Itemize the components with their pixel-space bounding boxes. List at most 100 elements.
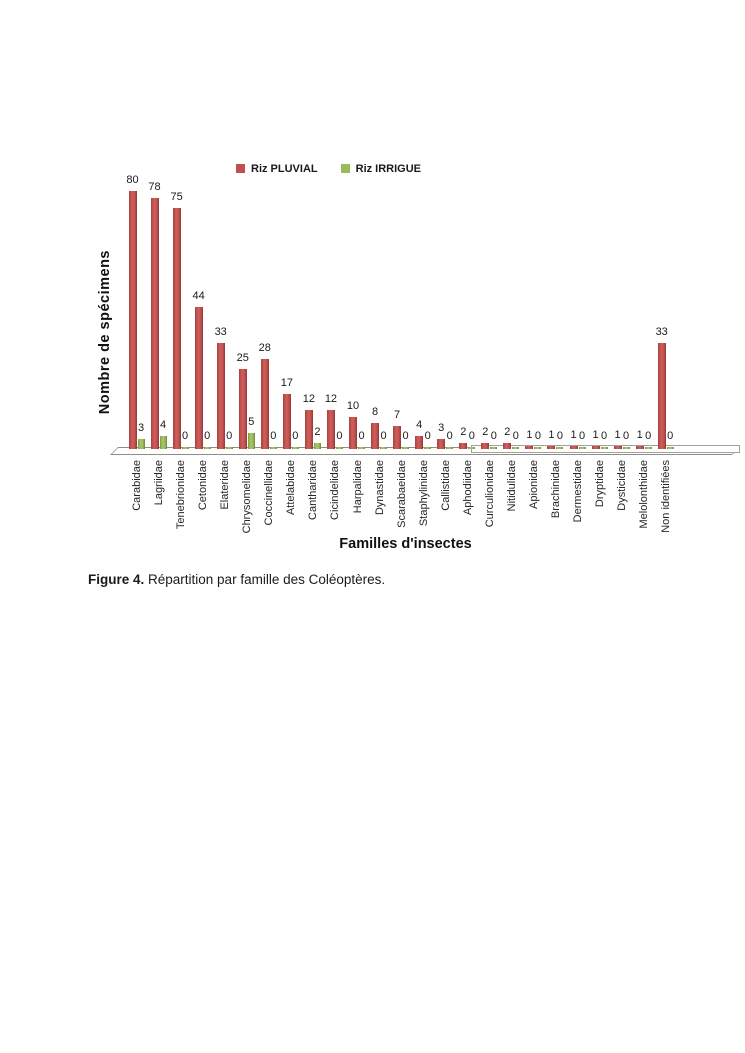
bar-riz-pluvial (657, 342, 666, 449)
value-label-irrigue: 3 (137, 422, 145, 435)
bar-riz-pluvial (525, 445, 534, 449)
value-label-irrigue: 0 (578, 430, 586, 442)
value-label-irrigue: 0 (645, 430, 652, 442)
value-label-irrigue: 0 (623, 430, 630, 442)
value-label-pluvial: 17 (280, 377, 293, 390)
value-label-pluvial: 2 (460, 425, 467, 438)
value-label-irrigue: 0 (446, 430, 453, 442)
value-label-irrigue: 0 (182, 430, 189, 442)
bar-riz-pluvial (304, 410, 313, 449)
bar-riz-pluvial (282, 394, 291, 449)
x-axis-label-text: Cetonidae (197, 460, 210, 511)
value-label-pluvial: 1 (592, 428, 599, 441)
x-axis-label-text: Callistidae (439, 460, 452, 511)
bar-riz-irrigue (468, 447, 476, 449)
x-axis-label-text: Brachinidae (549, 460, 562, 519)
bar-riz-irrigue (335, 447, 343, 449)
figure-caption-text: Répartition par famille des Coléoptères. (144, 572, 386, 587)
value-label-pluvial: 33 (214, 325, 227, 338)
bar-riz-irrigue (247, 432, 255, 449)
bar-riz-pluvial (172, 207, 181, 449)
bar-riz-irrigue (225, 447, 233, 449)
bar-riz-irrigue (446, 447, 454, 449)
value-label-irrigue: 0 (600, 430, 608, 442)
legend-swatch-icon (236, 164, 245, 173)
bar-riz-pluvial (547, 445, 556, 449)
legend-item-irrigue: Riz IRRIGUE (340, 161, 422, 176)
bar-riz-pluvial (635, 445, 644, 449)
value-label-irrigue: 0 (512, 430, 519, 442)
x-axis-label-text: Melolonthidae (638, 460, 651, 529)
value-label-pluvial: 1 (548, 428, 555, 441)
value-label-pluvial: 7 (394, 409, 401, 422)
legend-label: Riz IRRIGUE (355, 162, 422, 175)
x-axis-label-text: Scarabaeidae (395, 460, 408, 528)
x-axis-label-text: Harpalidae (351, 460, 364, 514)
figure-caption: Figure 4. Répartition par famille des Co… (88, 572, 385, 587)
value-label-pluvial: 1 (614, 428, 621, 441)
value-label-pluvial: 80 (126, 174, 139, 187)
bar-riz-pluvial (349, 416, 357, 449)
bar-riz-irrigue (644, 447, 652, 449)
figure-caption-label: Figure 4. (88, 572, 145, 587)
value-label-irrigue: 0 (424, 430, 431, 442)
bar-riz-pluvial (613, 445, 622, 449)
value-label-irrigue: 0 (667, 430, 674, 442)
plot-area: 80 3 78 4 75 0 44 0 33 0 25 5 28 0 17 0 12 2 12 0 10 0 8 0 7 0 4 0 3… (118, 150, 743, 449)
value-label-irrigue: 0 (270, 430, 277, 442)
bar-riz-irrigue (490, 447, 498, 449)
x-axis-label-text: Dryptidae (594, 460, 607, 508)
value-label-pluvial: 1 (570, 428, 577, 441)
value-label-irrigue: 5 (248, 415, 255, 428)
value-label-pluvial: 25 (236, 351, 249, 364)
value-label-irrigue: 0 (490, 430, 497, 442)
chart-legend: Riz PLUVIAL Riz IRRIGUE (236, 161, 421, 176)
bar-riz-pluvial (216, 342, 225, 449)
x-axis-label-text: Staphylinidae (417, 460, 430, 527)
x-axis-label-text: Nitidulidae (505, 460, 518, 512)
x-axis-label-text: Cicindelidae (329, 460, 342, 520)
bar-riz-pluvial (415, 436, 424, 449)
bar-riz-irrigue (578, 447, 586, 449)
legend-item-pluvial: Riz PLUVIAL (236, 161, 318, 176)
value-label-pluvial: 12 (324, 393, 338, 406)
x-axis-label-text: Coccinellidae (263, 460, 276, 526)
bar-riz-pluvial (326, 410, 335, 449)
value-label-pluvial: 10 (346, 399, 360, 412)
bar-riz-irrigue (269, 447, 277, 449)
legend-swatch-icon (340, 164, 350, 173)
bar-riz-irrigue (380, 447, 388, 449)
value-label-irrigue: 0 (380, 430, 387, 442)
value-label-pluvial: 1 (526, 428, 533, 441)
value-label-irrigue: 0 (468, 430, 475, 442)
x-axis-label-text: Dynastidae (373, 460, 386, 516)
bar-riz-pluvial (194, 307, 203, 449)
figure-chart: Riz PLUVIAL Riz IRRIGUE Nombre de spécime… (88, 150, 745, 565)
bar-riz-irrigue (137, 439, 145, 449)
bar-riz-irrigue (291, 447, 299, 449)
bar-riz-pluvial (437, 439, 446, 449)
value-label-irrigue: 0 (556, 430, 563, 442)
bar-riz-irrigue (424, 447, 432, 449)
value-label-pluvial: 28 (258, 341, 271, 354)
value-label-pluvial: 44 (192, 290, 205, 303)
x-axis-label-text: Chrysomelidae (241, 460, 254, 534)
bar-riz-pluvial (260, 358, 269, 449)
x-axis-label-text: Dermestidae (572, 460, 584, 523)
bar-riz-pluvial (128, 191, 137, 449)
value-label-pluvial: 1 (636, 428, 643, 441)
value-label-irrigue: 0 (534, 430, 541, 442)
x-axis-label-text: Elateridae (219, 460, 232, 510)
value-label-pluvial: 75 (170, 190, 183, 203)
bar-riz-pluvial (569, 445, 578, 449)
value-label-irrigue: 0 (402, 430, 409, 442)
bar-riz-irrigue (512, 447, 520, 449)
value-label-irrigue: 0 (204, 430, 211, 442)
bar-riz-irrigue (622, 447, 630, 449)
value-label-pluvial: 8 (371, 406, 379, 419)
y-axis-title: Nombre de spécimens (90, 205, 120, 460)
bar-riz-pluvial (393, 426, 402, 449)
value-label-pluvial: 3 (438, 422, 445, 435)
x-axis-label-text: Lagriidae (153, 460, 166, 506)
